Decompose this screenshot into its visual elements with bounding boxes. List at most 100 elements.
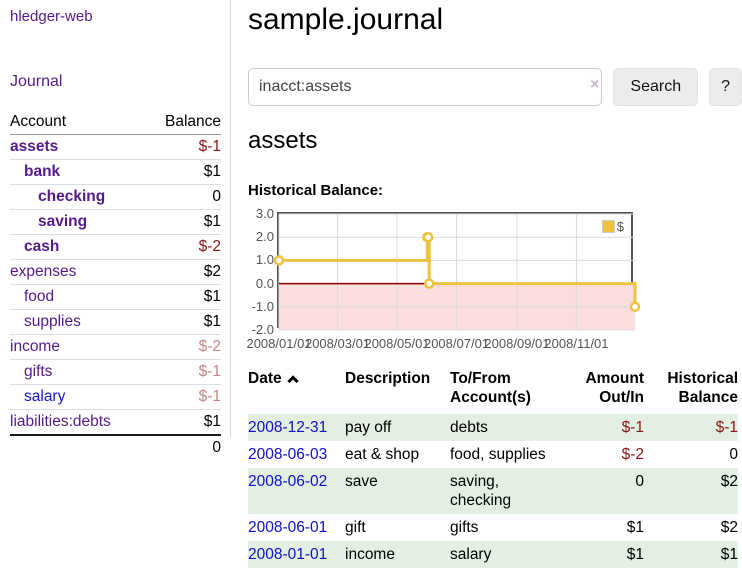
- account-balance: $1: [145, 409, 221, 436]
- sidebar-item-journal[interactable]: Journal: [10, 73, 63, 90]
- y-axis-tick-label: 1.0: [255, 252, 274, 268]
- account-row: supplies $1: [10, 309, 221, 335]
- transaction-description: eat & shop: [345, 446, 420, 463]
- account-link[interactable]: bank: [24, 163, 61, 180]
- search-form: × Search ?: [248, 68, 742, 106]
- transaction-date-link[interactable]: 2008-06-02: [248, 473, 328, 490]
- account-link[interactable]: cash: [24, 238, 60, 255]
- clear-search-icon[interactable]: ×: [590, 76, 600, 93]
- transaction-description: income: [345, 546, 395, 563]
- account-link[interactable]: saving: [38, 213, 88, 230]
- transaction-amount: $-2: [621, 446, 644, 463]
- chart-plot-area: $: [273, 212, 641, 331]
- x-axis-tick-label: 2008/07/01: [423, 336, 490, 351]
- register-table: Date Description To/From Account(s) Amou…: [248, 369, 738, 568]
- transaction-accounts: debts: [450, 419, 488, 436]
- account-link[interactable]: income: [10, 338, 60, 355]
- account-row: assets $-1: [10, 134, 221, 160]
- account-row: food $1: [10, 284, 221, 310]
- transaction-date-link[interactable]: 2008-12-31: [248, 419, 328, 436]
- chart-svg: [273, 213, 641, 331]
- transaction-accounts: salary: [450, 546, 492, 563]
- account-link[interactable]: salary: [24, 388, 66, 405]
- transaction-balance: 0: [729, 446, 738, 463]
- chart-title: Historical Balance:: [248, 182, 384, 199]
- y-axis-tick-label: -2.0: [251, 322, 274, 337]
- register-header-accounts: To/From Account(s): [450, 370, 531, 406]
- account-row: expenses $2: [10, 259, 221, 285]
- account-balance: $1: [145, 284, 221, 310]
- account-row: liabilities:debts $1: [10, 409, 221, 436]
- account-balance: $1: [145, 209, 221, 235]
- register-header-row: Date Description To/From Account(s) Amou…: [248, 369, 738, 414]
- main-content: sample.journal × Search ? assets Histori…: [246, 0, 742, 568]
- sort-ascending-icon: [286, 375, 299, 387]
- transaction-row: 2008-12-31 pay off debts $-1 $-1: [248, 414, 738, 441]
- transaction-accounts: saving, checking: [450, 473, 512, 509]
- account-title: assets: [248, 127, 318, 154]
- account-link[interactable]: expenses: [10, 263, 77, 280]
- account-link[interactable]: liabilities:debts: [10, 413, 111, 430]
- account-balance: $-1: [145, 359, 221, 385]
- account-row: bank $1: [10, 159, 221, 185]
- page-title: sample.journal: [248, 3, 444, 36]
- account-link[interactable]: gifts: [24, 363, 53, 380]
- account-link[interactable]: assets: [10, 138, 59, 155]
- account-row: salary $-1: [10, 384, 221, 410]
- y-axis-tick-label: 0.0: [255, 275, 274, 291]
- transaction-amount: $-1: [621, 419, 644, 436]
- accounts-header-account: Account: [10, 110, 146, 135]
- transaction-row: 2008-06-01 gift gifts $1 $2: [248, 514, 738, 541]
- register-table-body: 2008-12-31 pay off debts $-1 $-1 2008-06-03 ea…: [248, 414, 738, 568]
- x-axis-tick-label: 2008/01/01: [246, 336, 312, 351]
- transaction-row: 2008-01-01 income salary $1 $1: [248, 541, 738, 568]
- sidebar: hledger-web Journal Account Balance asse…: [0, 0, 231, 460]
- x-axis-tick-label: 2008/03/01: [304, 336, 371, 351]
- search-input[interactable]: [248, 68, 603, 106]
- accounts-total-row: 0: [10, 434, 221, 460]
- transaction-balance: $2: [720, 473, 738, 490]
- transaction-amount: $1: [626, 519, 644, 536]
- account-balance: $2: [145, 259, 221, 285]
- transaction-amount: $1: [626, 546, 644, 563]
- transaction-row: 2008-06-02 save saving, checking 0 $2: [248, 468, 738, 514]
- account-balance: $-1: [145, 134, 221, 160]
- transaction-date-link[interactable]: 2008-06-03: [248, 446, 328, 463]
- search-button[interactable]: Search: [613, 68, 699, 106]
- account-link[interactable]: food: [24, 288, 55, 305]
- transaction-balance: $2: [720, 519, 738, 536]
- x-axis-tick-label: 2008/09/01: [484, 336, 550, 351]
- x-axis-tick-label: 2008/11/01: [544, 336, 609, 351]
- account-link[interactable]: supplies: [24, 313, 81, 330]
- register-header-date[interactable]: Date: [248, 369, 345, 414]
- register-header-description: Description: [345, 370, 431, 387]
- account-balance: $-2: [145, 334, 221, 360]
- account-row: gifts $-1: [10, 359, 221, 385]
- transaction-description: gift: [345, 519, 366, 536]
- account-row: income $-2: [10, 334, 221, 360]
- transaction-amount: 0: [635, 473, 644, 490]
- account-balance: $1: [145, 309, 221, 335]
- account-balance: $-2: [145, 234, 221, 260]
- account-row: saving $1: [10, 209, 221, 235]
- transaction-row: 2008-06-03 eat & shop food, supplies $-2 0: [248, 441, 738, 468]
- account-row: cash $-2: [10, 234, 221, 260]
- brand-link[interactable]: hledger-web: [10, 8, 93, 25]
- transaction-date-link[interactable]: 2008-06-01: [248, 519, 328, 536]
- transaction-balance: $1: [720, 546, 738, 563]
- accounts-header-balance: Balance: [145, 110, 221, 135]
- app-brand: hledger-web: [10, 8, 221, 26]
- transaction-date-link[interactable]: 2008-01-01: [248, 546, 328, 563]
- account-link[interactable]: checking: [38, 188, 106, 205]
- account-row: checking 0: [10, 184, 221, 210]
- chart-legend: $: [599, 218, 626, 235]
- account-balance: 0: [145, 184, 221, 210]
- account-balance: $-1: [145, 384, 221, 410]
- chart: $ 3.0 2.0 1.0 0.0 -1.0 -2.0 2008/01/01 2008/03/…: [246, 206, 742, 352]
- transaction-accounts: gifts: [450, 519, 479, 536]
- transaction-description: save: [345, 473, 378, 490]
- y-axis-tick-label: 2.0: [255, 229, 274, 245]
- accounts-table-body: assets $-1 bank $1 checking 0 saving $1 cash $-2 e…: [10, 134, 221, 436]
- accounts-header-row: Account Balance: [10, 110, 221, 135]
- help-button[interactable]: ?: [709, 68, 742, 106]
